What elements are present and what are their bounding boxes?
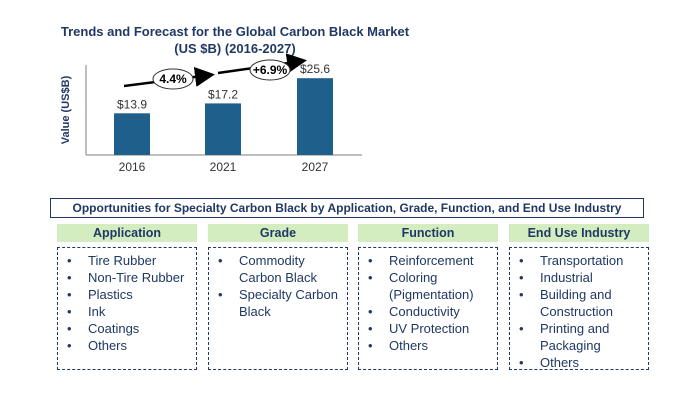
data-label-2027: $25.6 bbox=[300, 62, 330, 76]
growth-badge bbox=[152, 68, 194, 90]
list-item: Others bbox=[363, 337, 493, 354]
list-item: Printing and Packaging bbox=[514, 320, 644, 354]
x-tick-label-2027: 2027 bbox=[302, 160, 329, 174]
list-item: Industrial bbox=[514, 269, 644, 286]
data-label-2021: $17.2 bbox=[208, 87, 238, 101]
list-item: UV Protection bbox=[363, 320, 493, 337]
column-function: Function ReinforcementColoring (Pigmenta… bbox=[358, 224, 498, 370]
list-item: Non-Tire Rubber bbox=[62, 269, 192, 286]
list-item: Coatings bbox=[62, 320, 192, 337]
chart-subtitle: (US $B) (2016-2027) bbox=[174, 41, 296, 56]
x-tick-label-2016: 2016 bbox=[119, 160, 146, 174]
growth-rate-label: 4.4% bbox=[159, 72, 187, 86]
column-list-box: TransportationIndustrialBuilding and Con… bbox=[509, 247, 649, 371]
column-heading: End Use Industry bbox=[509, 224, 649, 242]
bar-2021 bbox=[205, 103, 241, 155]
item-list: ReinforcementColoring (Pigmentation)Cond… bbox=[363, 252, 493, 354]
list-item: Coloring (Pigmentation) bbox=[363, 269, 493, 303]
growth-badge bbox=[249, 59, 291, 81]
column-application: Application Tire RubberNon-Tire RubberPl… bbox=[57, 224, 197, 370]
chart-title: Trends and Forecast for the Global Carbo… bbox=[60, 24, 410, 39]
list-item: Ink bbox=[62, 303, 192, 320]
item-list: Tire RubberNon-Tire RubberPlasticsInkCoa… bbox=[62, 252, 192, 354]
column-list-box: Tire RubberNon-Tire RubberPlasticsInkCoa… bbox=[57, 247, 197, 370]
bar-2027 bbox=[297, 78, 333, 155]
list-item: Plastics bbox=[62, 286, 192, 303]
data-label-2016: $13.9 bbox=[117, 97, 147, 111]
y-axis-label: Value (US$B) bbox=[60, 75, 72, 144]
column-end-use-industry: End Use Industry TransportationIndustria… bbox=[509, 224, 649, 371]
list-item: Specialty Carbon Black bbox=[213, 286, 343, 320]
list-item: Others bbox=[514, 354, 644, 371]
column-heading: Grade bbox=[208, 224, 348, 242]
growth-rate-label: +6.9% bbox=[253, 63, 288, 77]
list-item: Conductivity bbox=[363, 303, 493, 320]
x-tick-label-2021: 2021 bbox=[210, 160, 237, 174]
bar-2016 bbox=[114, 113, 150, 155]
column-heading: Application bbox=[57, 224, 197, 242]
list-item: Transportation bbox=[514, 252, 644, 269]
bar-chart: Value (US$B) $13.9 2016 $17.2 2021 $25.6 2027 4… bbox=[60, 53, 362, 174]
list-item: Reinforcement bbox=[363, 252, 493, 269]
item-list: TransportationIndustrialBuilding and Con… bbox=[514, 252, 644, 371]
column-list-box: ReinforcementColoring (Pigmentation)Cond… bbox=[358, 247, 498, 370]
column-list-box: Commodity Carbon BlackSpecialty Carbon B… bbox=[208, 247, 348, 370]
list-item: Tire Rubber bbox=[62, 252, 192, 269]
column-heading: Function bbox=[358, 224, 498, 242]
list-item: Building and Construction bbox=[514, 286, 644, 320]
list-item: Commodity Carbon Black bbox=[213, 252, 343, 286]
list-item: Others bbox=[62, 337, 192, 354]
item-list: Commodity Carbon BlackSpecialty Carbon B… bbox=[213, 252, 343, 320]
opportunities-banner: Opportunities for Specialty Carbon Black… bbox=[50, 198, 644, 218]
column-grade: Grade Commodity Carbon BlackSpecialty Ca… bbox=[208, 224, 348, 370]
